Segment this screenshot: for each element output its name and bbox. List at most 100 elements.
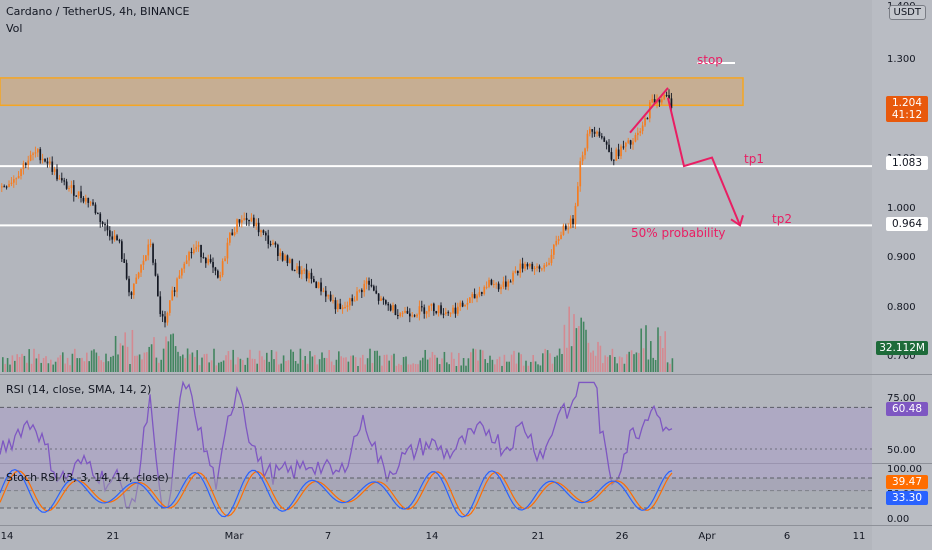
volume-bar (124, 332, 126, 372)
volume-bar (292, 351, 294, 372)
volume-bar (126, 346, 129, 372)
candle-body (361, 289, 363, 293)
candle-body (625, 142, 627, 147)
candle-body (310, 272, 313, 279)
candle-body (509, 281, 512, 283)
candle-body (164, 316, 166, 323)
candle-body (245, 218, 248, 220)
volume-bar (208, 362, 210, 372)
volume-bar (450, 352, 453, 372)
volume-bar (664, 331, 666, 372)
volume-bar (110, 356, 112, 372)
volume-bar (364, 364, 366, 372)
candle-body (473, 294, 476, 299)
candle-body (229, 232, 231, 243)
volume-bar (520, 354, 522, 372)
candle-body (565, 225, 567, 230)
volume-bar (158, 362, 160, 372)
volume-bar (129, 364, 131, 372)
candle-body (543, 265, 546, 269)
volume-bar (381, 365, 383, 372)
candle-body (253, 217, 255, 227)
volume-bar (93, 349, 95, 372)
volume-bar (9, 364, 11, 372)
candle-body (214, 267, 217, 271)
volume-bar (671, 358, 674, 372)
volume-bar (534, 361, 537, 372)
candle-body (399, 313, 402, 317)
volume-bar (532, 355, 534, 372)
volume-bar (30, 363, 33, 372)
volume-bar (220, 361, 222, 372)
candle-body (241, 220, 243, 223)
candle-body (524, 263, 526, 269)
volume-bar (330, 361, 333, 372)
volume-bar (95, 352, 98, 372)
candle-body (377, 293, 380, 301)
candle-body (363, 283, 366, 293)
candle-body (22, 163, 25, 170)
candle-body (286, 255, 289, 263)
candle-body (493, 283, 495, 285)
volume-bar (150, 344, 153, 372)
volume-bar (467, 358, 470, 372)
candle-body (507, 281, 510, 287)
candle-body (99, 213, 102, 223)
volume-bar (119, 343, 122, 372)
candle-body (20, 169, 22, 176)
candle-body (481, 292, 483, 294)
currency-button[interactable]: USDT (888, 5, 926, 20)
stoch-k-badge: 39.47 (886, 475, 928, 489)
candle-body (577, 186, 579, 206)
volume-bar (568, 306, 570, 372)
volume-bar (242, 360, 244, 372)
volume-bar (491, 359, 494, 372)
volume-bar (18, 357, 21, 372)
volume-bar (290, 349, 292, 372)
candle-body (548, 262, 550, 265)
time-axis-tick: 14 (1, 531, 14, 542)
candle-body (207, 258, 210, 264)
candle-body (301, 270, 303, 275)
volume-bar (148, 346, 150, 372)
candle-body (137, 272, 140, 278)
candle-body (639, 131, 642, 133)
volume-bar (323, 357, 326, 372)
candle-body (149, 243, 152, 245)
candle-body (308, 272, 310, 279)
candle-body (152, 243, 154, 263)
price-axis-tick: 1.000 (887, 203, 916, 214)
candle-body (433, 303, 435, 312)
volume-bar (62, 352, 64, 372)
candle-body (591, 129, 594, 132)
volume-bar (102, 362, 105, 372)
volume-bar (443, 351, 446, 372)
candle-body (289, 259, 291, 263)
candle-body (209, 258, 212, 262)
candle-body (315, 282, 318, 288)
volume-bar (506, 361, 508, 372)
candle-body (281, 252, 284, 261)
volume-bar (280, 363, 282, 372)
volume-bar (186, 348, 189, 372)
volume-bar (501, 365, 503, 372)
volume-bar (81, 357, 83, 372)
volume-bar (182, 354, 184, 372)
candle-body (569, 218, 572, 229)
volume-bar (184, 358, 186, 372)
candle-body (423, 307, 426, 314)
volume-bar (333, 365, 335, 372)
volume-bar (232, 349, 234, 372)
volume-bar (484, 359, 486, 372)
volume-bar (2, 357, 4, 372)
candle-body (332, 300, 334, 302)
volume-bar (54, 361, 57, 372)
candle-body (610, 152, 613, 160)
candle-body (29, 154, 32, 161)
candle-body (449, 312, 452, 314)
volume-bar (311, 356, 314, 372)
tp1-label: tp1 (744, 152, 764, 166)
volume-bar (297, 363, 299, 372)
